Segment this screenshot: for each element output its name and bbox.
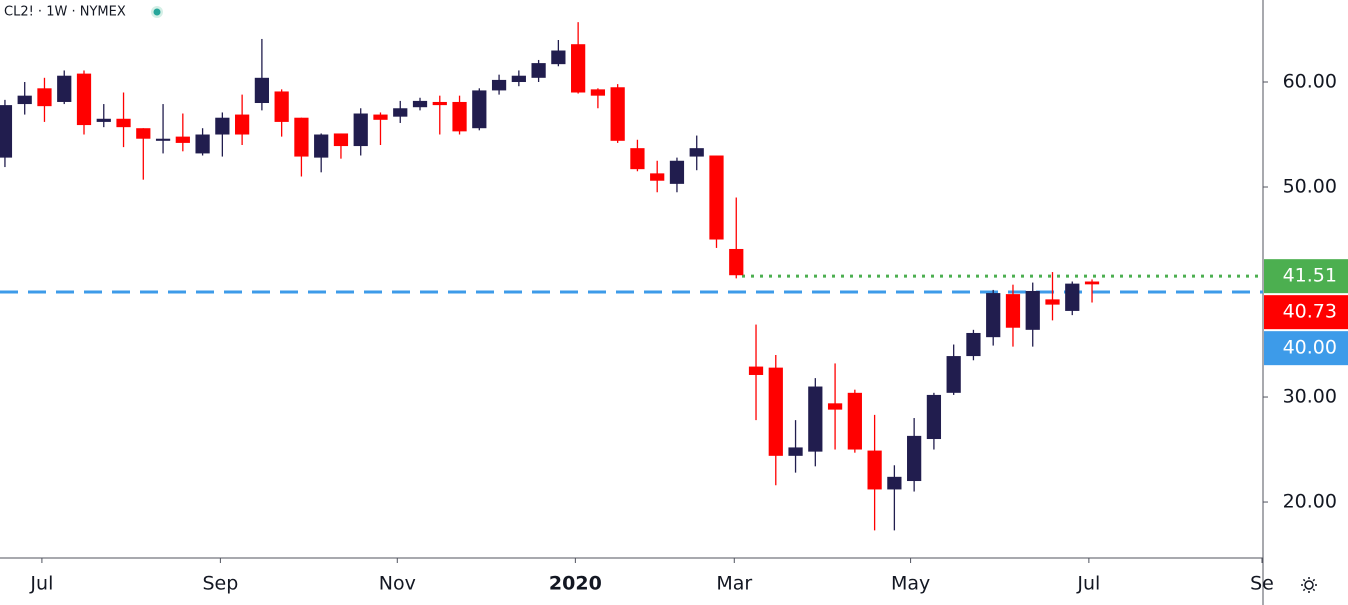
candle-body <box>0 105 13 158</box>
candle-body <box>808 386 823 452</box>
candle-body <box>531 63 546 78</box>
candle-body <box>155 138 171 141</box>
plot <box>0 22 1263 531</box>
candle-body <box>729 248 744 276</box>
candle-body <box>610 87 625 141</box>
candle-body <box>17 95 32 105</box>
price-label: 40.73 <box>1283 301 1337 323</box>
candle-body <box>254 77 270 104</box>
candle-body <box>412 100 428 108</box>
candle-body <box>353 113 368 147</box>
candle-body <box>491 79 507 91</box>
candle-body <box>887 476 902 490</box>
y-tick-label: 50.00 <box>1283 176 1337 198</box>
candle-body <box>827 403 843 410</box>
price-label-box <box>1264 331 1348 366</box>
symbol-header: CL2! · 1W · NYMEX <box>4 5 126 20</box>
candle-body <box>37 88 52 107</box>
candle-body <box>452 101 467 132</box>
y-tick-label: 20.00 <box>1283 491 1337 513</box>
candle-body <box>788 447 803 456</box>
x-tick-label: Sep <box>202 573 238 595</box>
candle-body <box>96 118 111 122</box>
candle-body <box>215 117 230 135</box>
candle-body <box>136 128 151 139</box>
price-label-box <box>1264 295 1348 330</box>
candle-body <box>966 332 981 357</box>
x-tick-label: Jul <box>1076 573 1100 595</box>
candle-body <box>373 114 388 120</box>
candle-body <box>571 44 586 93</box>
candle-body <box>926 394 942 440</box>
candle-body <box>175 136 190 143</box>
candle-body <box>867 450 882 490</box>
candle-body <box>590 89 606 96</box>
x-tick-label: May <box>891 573 930 595</box>
status-dot <box>153 8 161 16</box>
candle-body <box>511 75 526 83</box>
x-tick-label: Nov <box>379 573 416 595</box>
candle-body <box>333 133 349 147</box>
settings-icon[interactable] <box>1301 577 1317 593</box>
candle-body <box>314 134 329 158</box>
y-tick-label: 30.00 <box>1283 386 1337 408</box>
candle-body <box>1025 290 1040 330</box>
candle-body <box>986 293 1001 338</box>
candle-body <box>551 50 566 65</box>
candle-body <box>1005 294 1021 328</box>
candle-body <box>1084 281 1100 285</box>
candle-body <box>76 73 92 126</box>
price-label: 41.51 <box>1283 265 1337 287</box>
candle-body <box>669 160 685 184</box>
candle-body <box>57 75 72 102</box>
candle-body <box>630 148 645 170</box>
candle-body <box>393 108 408 117</box>
price-label-box <box>1264 259 1348 294</box>
candle-body <box>235 114 250 135</box>
candle-body <box>946 356 961 393</box>
y-tick-label: 60.00 <box>1283 71 1337 93</box>
x-tick-label: Se <box>1250 573 1274 595</box>
candle-body <box>432 101 447 106</box>
candle-body <box>274 91 289 122</box>
price-label: 40.00 <box>1283 337 1337 359</box>
candle-body <box>748 366 764 375</box>
x-tick-label: 2020 <box>549 573 602 595</box>
x-tick-label: Mar <box>716 573 752 595</box>
candle-body <box>116 118 131 128</box>
candle-body <box>472 90 487 129</box>
candle-body <box>650 173 665 181</box>
candle-body <box>907 435 922 482</box>
x-tick-label: Jul <box>29 573 53 595</box>
candle-body <box>294 117 309 157</box>
candle-body <box>768 367 783 456</box>
candle-body <box>195 134 210 154</box>
candle-body <box>1065 283 1080 311</box>
candle-body <box>689 148 704 157</box>
candle-body <box>709 155 724 240</box>
candle-body <box>1045 299 1060 305</box>
candle-body <box>847 392 862 450</box>
